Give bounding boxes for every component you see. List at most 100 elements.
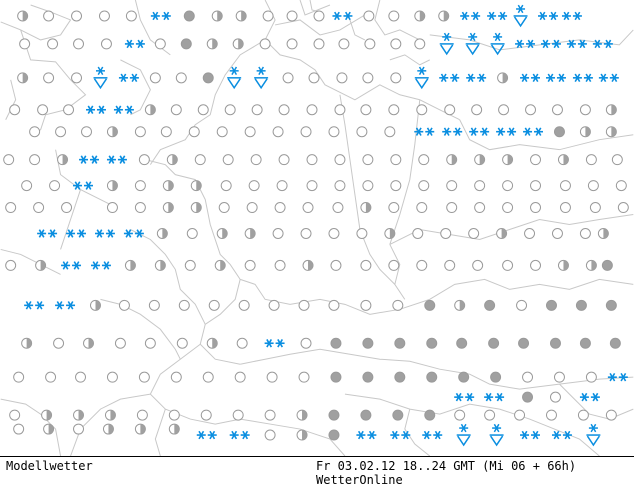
clear-sky-icon (144, 337, 156, 349)
border-line (199, 279, 241, 365)
clear-sky-icon (236, 337, 248, 349)
snow-icon (496, 127, 517, 136)
border-line (389, 54, 430, 66)
clear-sky-icon (274, 259, 286, 271)
clear-sky-icon (525, 104, 537, 116)
clear-sky-icon (471, 104, 483, 116)
partly-cloudy-icon (497, 72, 509, 84)
clear-sky-icon (416, 202, 428, 214)
snow-icon (332, 11, 353, 21)
clear-sky-icon (514, 409, 526, 421)
snow-shower-icon (513, 4, 528, 28)
partly-cloudy-icon (557, 259, 569, 271)
clear-sky-icon (579, 104, 591, 116)
clear-sky-icon (444, 259, 456, 271)
partly-cloudy-icon (104, 409, 116, 421)
snow-shower-icon (586, 423, 601, 447)
clear-sky-icon (306, 104, 318, 116)
clear-sky-icon (55, 126, 67, 138)
clear-sky-icon (244, 126, 256, 138)
clear-sky-icon (134, 202, 146, 214)
partly-cloudy-icon (605, 104, 617, 116)
snow-icon (150, 11, 171, 21)
country-borders (0, 0, 634, 456)
clear-sky-icon (264, 429, 276, 441)
clear-sky-icon (334, 180, 346, 192)
cloudy-icon (392, 409, 404, 421)
partly-cloudy-icon (360, 202, 372, 214)
snow-icon (196, 430, 217, 440)
clear-sky-icon (468, 228, 480, 239)
snow-shower-icon (227, 66, 242, 90)
clear-sky-icon (13, 423, 25, 435)
border-line (240, 418, 346, 456)
clear-sky-icon (222, 154, 234, 166)
clear-sky-icon (194, 154, 206, 166)
clear-sky-icon (286, 38, 298, 50)
clear-sky-icon (530, 202, 542, 214)
snow-icon (469, 127, 490, 136)
clear-sky-icon (328, 126, 340, 138)
clear-sky-icon (13, 371, 25, 383)
clear-sky-icon (502, 259, 514, 271)
partly-cloudy-icon (438, 10, 450, 22)
clear-sky-icon (29, 126, 41, 138)
partly-cloudy-icon (156, 228, 168, 239)
clear-sky-icon (328, 299, 340, 311)
border-line (145, 159, 241, 280)
snow-icon (487, 11, 508, 21)
clear-sky-icon (587, 180, 599, 192)
snow-icon (66, 229, 87, 238)
snow-icon (592, 39, 613, 49)
cloudy-icon (490, 371, 502, 383)
clear-sky-icon (412, 228, 424, 239)
clear-sky-icon (9, 409, 21, 421)
snow-icon (551, 430, 572, 440)
cloudy-icon (601, 259, 613, 271)
clear-sky-icon (63, 104, 75, 116)
border-line (429, 278, 634, 300)
partly-cloudy-icon (162, 180, 174, 192)
clear-sky-icon (268, 299, 280, 311)
cloudy-icon (553, 126, 565, 138)
clear-sky-icon (71, 72, 83, 84)
snow-icon (79, 155, 99, 164)
clear-sky-icon (149, 72, 161, 84)
clear-sky-icon (300, 337, 312, 349)
border-line (274, 14, 366, 36)
snow-icon (460, 11, 481, 21)
clear-sky-icon (114, 337, 126, 349)
clear-sky-icon (313, 10, 325, 22)
cloudy-icon (394, 337, 406, 349)
clear-sky-icon (178, 299, 190, 311)
clear-sky-icon (306, 154, 318, 166)
clear-sky-icon (282, 72, 294, 84)
clear-sky-icon (530, 154, 542, 166)
partly-cloudy-icon (17, 10, 29, 22)
partly-cloudy-icon (106, 126, 118, 138)
snow-icon (520, 73, 541, 83)
clear-sky-icon (170, 371, 182, 383)
clear-sky-icon (502, 180, 514, 192)
clear-sky-icon (184, 259, 196, 271)
clear-sky-icon (250, 154, 262, 166)
snow-icon (466, 73, 487, 83)
snow-icon (124, 39, 145, 49)
border-line (100, 298, 181, 360)
clear-sky-icon (244, 259, 256, 271)
clear-sky-icon (388, 104, 400, 116)
border-line (240, 348, 470, 375)
clear-sky-icon (186, 228, 198, 239)
clear-sky-icon (45, 371, 57, 383)
clear-sky-icon (71, 10, 83, 22)
partly-cloudy-icon (73, 409, 85, 421)
clear-sky-icon (278, 104, 290, 116)
partly-cloudy-icon (502, 154, 514, 166)
cloudy-icon (426, 337, 438, 349)
clear-sky-icon (9, 104, 21, 116)
clear-sky-icon (238, 299, 250, 311)
cloudy-icon (202, 72, 214, 84)
border-line (389, 214, 634, 245)
cloudy-icon (424, 299, 436, 311)
snow-icon (86, 105, 106, 114)
